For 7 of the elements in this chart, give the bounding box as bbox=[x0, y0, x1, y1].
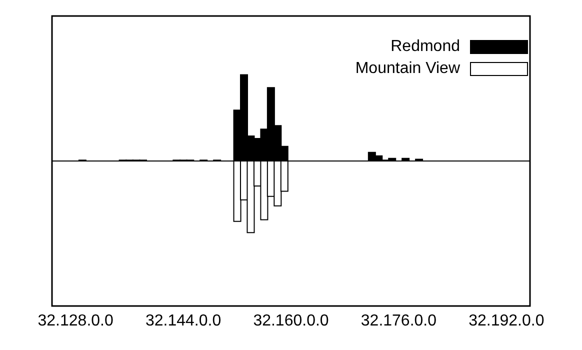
x-tick-label: 32.192.0.0 bbox=[468, 312, 544, 330]
legend-label: Redmond bbox=[390, 38, 460, 56]
x-tick-label: 32.176.0.0 bbox=[360, 312, 437, 330]
x-tick-label: 32.128.0.0 bbox=[38, 312, 114, 330]
legend-label: Mountain View bbox=[355, 60, 460, 78]
x-tick-label: 32.144.0.0 bbox=[145, 312, 222, 330]
x-tick-label: 32.160.0.0 bbox=[253, 312, 329, 330]
